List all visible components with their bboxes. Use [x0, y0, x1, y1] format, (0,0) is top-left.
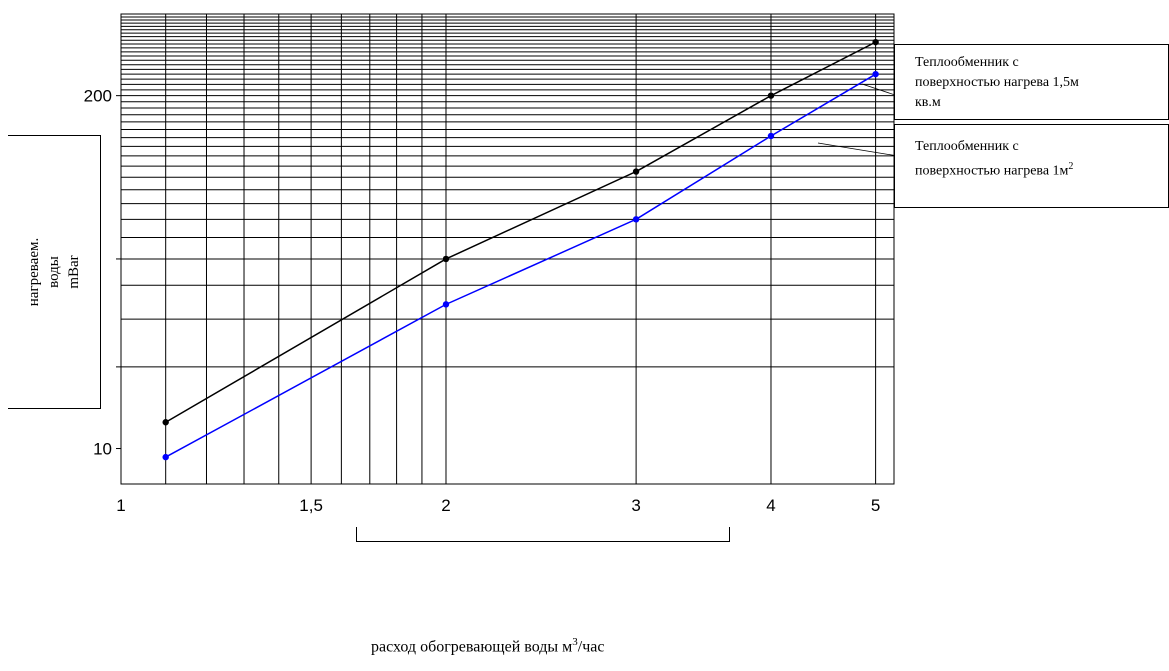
series-1-point	[632, 168, 640, 175]
legend-entry-1-line: кв.м	[915, 95, 941, 110]
series-2-point	[632, 216, 640, 223]
x-axis-bracket	[356, 527, 730, 542]
series-layer	[162, 38, 879, 461]
plot-border	[120, 13, 895, 485]
series-2-point	[162, 453, 169, 461]
x-tick-label: 5	[871, 496, 880, 515]
y-axis-label-line: воды	[46, 256, 62, 288]
legend-entry-2-text: поверхностью нагрева 1м	[915, 163, 1069, 179]
series-1-point	[162, 419, 169, 426]
x-tick-label: 4	[766, 496, 775, 515]
series-1-point	[767, 92, 775, 99]
x-tick-label: 2	[441, 496, 450, 515]
series-line-2	[165, 73, 876, 458]
plot-frame	[120, 13, 895, 485]
x-axis-label-text: расход обогревающей воды м	[371, 638, 573, 656]
series-1-point	[872, 38, 879, 46]
y-axis-label-line: нагреваем.	[26, 237, 42, 307]
legend-entry-2: Теплообменник с поверхностью нагрева 1м2	[894, 124, 1169, 208]
series-2-point	[442, 301, 450, 308]
tick-labels: 1 1,5 2 3 4 5 10 200	[84, 87, 881, 515]
series-2-point	[767, 132, 775, 140]
x-tick-label: 1	[116, 496, 125, 515]
legend-entry-2-line: поверхностью нагрева 1м2	[915, 157, 1158, 182]
legend-entry-1: Теплообменник с поверхностью нагрева 1,5…	[894, 44, 1169, 120]
y-axis-label-box: нагреваем. воды mBar	[8, 135, 101, 409]
legend-entry-1-line: Теплообменник с	[915, 55, 1019, 70]
y-axis-label: нагреваем. воды mBar	[24, 238, 84, 306]
series-2-point	[872, 70, 879, 78]
x-axis-label-unit: /час	[577, 638, 605, 656]
legend-entry-2-line: Теплообменник с	[915, 139, 1019, 154]
series-1-point	[442, 255, 450, 263]
series-line-1	[165, 41, 876, 423]
legend-entry-1-line: поверхностью нагрева 1,5м	[915, 75, 1079, 90]
legend-leader-2	[817, 142, 905, 158]
x-tick-label: 3	[631, 496, 640, 515]
x-axis-label: расход обогревающей воды м3/час	[371, 636, 604, 656]
y-axis-label-line: mBar	[66, 255, 82, 289]
x-tick-label: 1,5	[299, 496, 323, 515]
y-tick-label: 10	[93, 440, 112, 459]
legend-entry-2-sup: 2	[1068, 161, 1074, 172]
x-axis-label-sup: 3	[572, 636, 578, 648]
grid-lines	[116, 13, 894, 484]
y-tick-label: 200	[84, 87, 112, 106]
